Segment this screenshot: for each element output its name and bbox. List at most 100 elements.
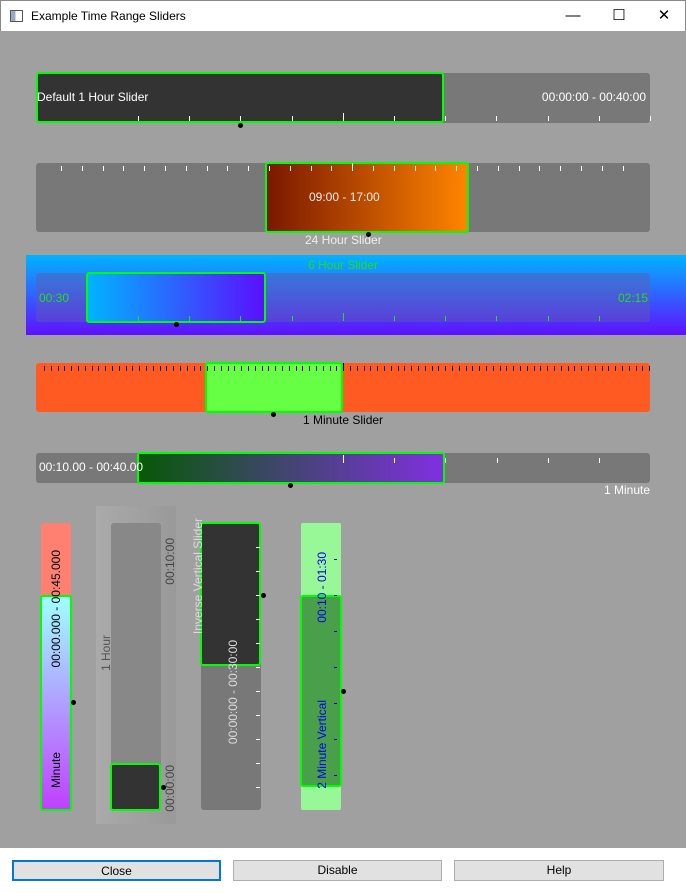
close-button[interactable]: Close (12, 860, 221, 881)
drag-point[interactable] (288, 483, 293, 488)
tick-mark (438, 366, 439, 371)
tick-mark (398, 366, 399, 371)
tick-mark (411, 366, 412, 371)
tick-mark (394, 458, 395, 463)
tick-mark (425, 366, 426, 371)
tick-mark (498, 166, 499, 171)
tick-mark (384, 366, 385, 371)
range-handle[interactable] (200, 522, 261, 666)
drag-point[interactable] (161, 785, 166, 790)
tick-mark (119, 366, 120, 371)
1-minute-slider[interactable] (36, 363, 650, 412)
close-icon[interactable]: ✕ (657, 7, 671, 24)
tick-mark (418, 366, 419, 371)
hour-vertical-slider[interactable] (111, 523, 161, 810)
tick-mark (248, 366, 249, 371)
tick-mark (256, 763, 260, 764)
tick-mark (602, 366, 603, 371)
tick-mark (200, 366, 201, 371)
tick-mark (51, 366, 52, 371)
range-handle[interactable] (86, 272, 266, 323)
tick-mark (256, 667, 260, 668)
tick-mark (608, 366, 609, 371)
range-text: 09:00 - 17:00 (309, 190, 380, 204)
tick-mark (289, 366, 290, 371)
tick-mark (599, 458, 600, 463)
window-title: Example Time Range Sliders (31, 9, 186, 23)
tick-mark (334, 703, 337, 704)
slider-label: 24 Hour Slider (305, 233, 382, 247)
tick-mark (138, 116, 139, 121)
tick-mark (105, 366, 106, 371)
tick-mark (548, 458, 549, 463)
tick-mark (269, 166, 270, 171)
tick-mark (98, 366, 99, 371)
tick-mark (330, 366, 331, 371)
disable-button[interactable]: Disable (233, 860, 442, 881)
tick-mark (506, 366, 507, 371)
tick-mark (194, 366, 195, 371)
tick-mark (139, 366, 140, 371)
tick-mark (574, 366, 575, 371)
drag-point[interactable] (238, 123, 243, 128)
tick-mark (166, 366, 167, 371)
tick-mark (240, 116, 241, 121)
tick-mark (103, 166, 104, 171)
tick-mark (189, 316, 190, 321)
tick-mark (496, 316, 497, 321)
tick-mark (112, 366, 113, 371)
drag-point[interactable] (366, 232, 371, 237)
tick-mark (350, 366, 351, 371)
drag-point[interactable] (341, 689, 346, 694)
tick-mark (445, 458, 446, 463)
drag-point[interactable] (174, 322, 179, 327)
tick-mark (527, 366, 528, 371)
tick-mark (334, 559, 337, 560)
tick-mark (343, 113, 344, 121)
drag-point[interactable] (271, 412, 276, 417)
tick-mark (334, 739, 337, 740)
minimize-icon[interactable]: — (565, 7, 581, 24)
tick-mark (547, 366, 548, 371)
slider-label: 1 Minute Slider (303, 413, 384, 427)
tick-mark (548, 116, 549, 121)
slider-label: 1 Minute (603, 483, 650, 497)
tick-mark (296, 366, 297, 371)
tick-mark (357, 366, 358, 371)
help-button[interactable]: Help (454, 860, 664, 881)
tick-mark (534, 366, 535, 371)
drag-point[interactable] (261, 593, 266, 598)
tick-mark (71, 366, 72, 371)
tick-mark (622, 366, 623, 371)
range-text: 00:00:00 - 00:40:00 (541, 90, 646, 104)
tick-mark (290, 166, 291, 171)
drag-point[interactable] (71, 700, 76, 705)
range-text: 00:00.000 - 00:45.000 (49, 550, 63, 668)
range-handle[interactable] (265, 162, 469, 233)
tick-mark (256, 619, 260, 620)
tick-mark (650, 116, 651, 121)
range-handle[interactable] (300, 595, 342, 787)
tick-mark (160, 366, 161, 371)
tick-mark (636, 366, 637, 371)
tick-mark (292, 116, 293, 121)
tick-mark (302, 366, 303, 371)
tick-mark (61, 166, 62, 171)
range-text: 00:00:00 - 00:30:00 (226, 640, 240, 745)
tick-mark (44, 366, 45, 371)
range-handle[interactable] (110, 763, 161, 811)
range-handle[interactable] (137, 452, 445, 484)
tick-mark (146, 366, 147, 371)
tick-mark (85, 366, 86, 371)
range-handle[interactable] (36, 72, 444, 123)
tick-mark (472, 366, 473, 371)
tick-mark (602, 166, 603, 171)
maximize-icon[interactable]: ☐ (612, 7, 626, 24)
slider-label: 6 Hour Slider (308, 258, 379, 272)
tick-mark (153, 366, 154, 371)
tick-mark (394, 166, 395, 171)
tick-mark (548, 316, 549, 321)
tick-mark (404, 366, 405, 371)
tick-mark (581, 166, 582, 171)
slider-label: 1 Hour (99, 635, 113, 672)
